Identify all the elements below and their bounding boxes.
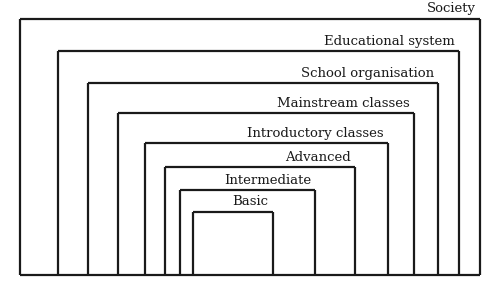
Text: Mainstream classes: Mainstream classes — [277, 97, 410, 110]
Text: Advanced: Advanced — [285, 151, 351, 164]
Text: Intermediate: Intermediate — [224, 174, 311, 187]
Text: Educational system: Educational system — [324, 35, 455, 48]
Text: School organisation: School organisation — [301, 67, 434, 80]
Text: Introductory classes: Introductory classes — [247, 127, 384, 140]
Text: Society: Society — [427, 2, 476, 15]
Text: Basic: Basic — [232, 195, 268, 208]
